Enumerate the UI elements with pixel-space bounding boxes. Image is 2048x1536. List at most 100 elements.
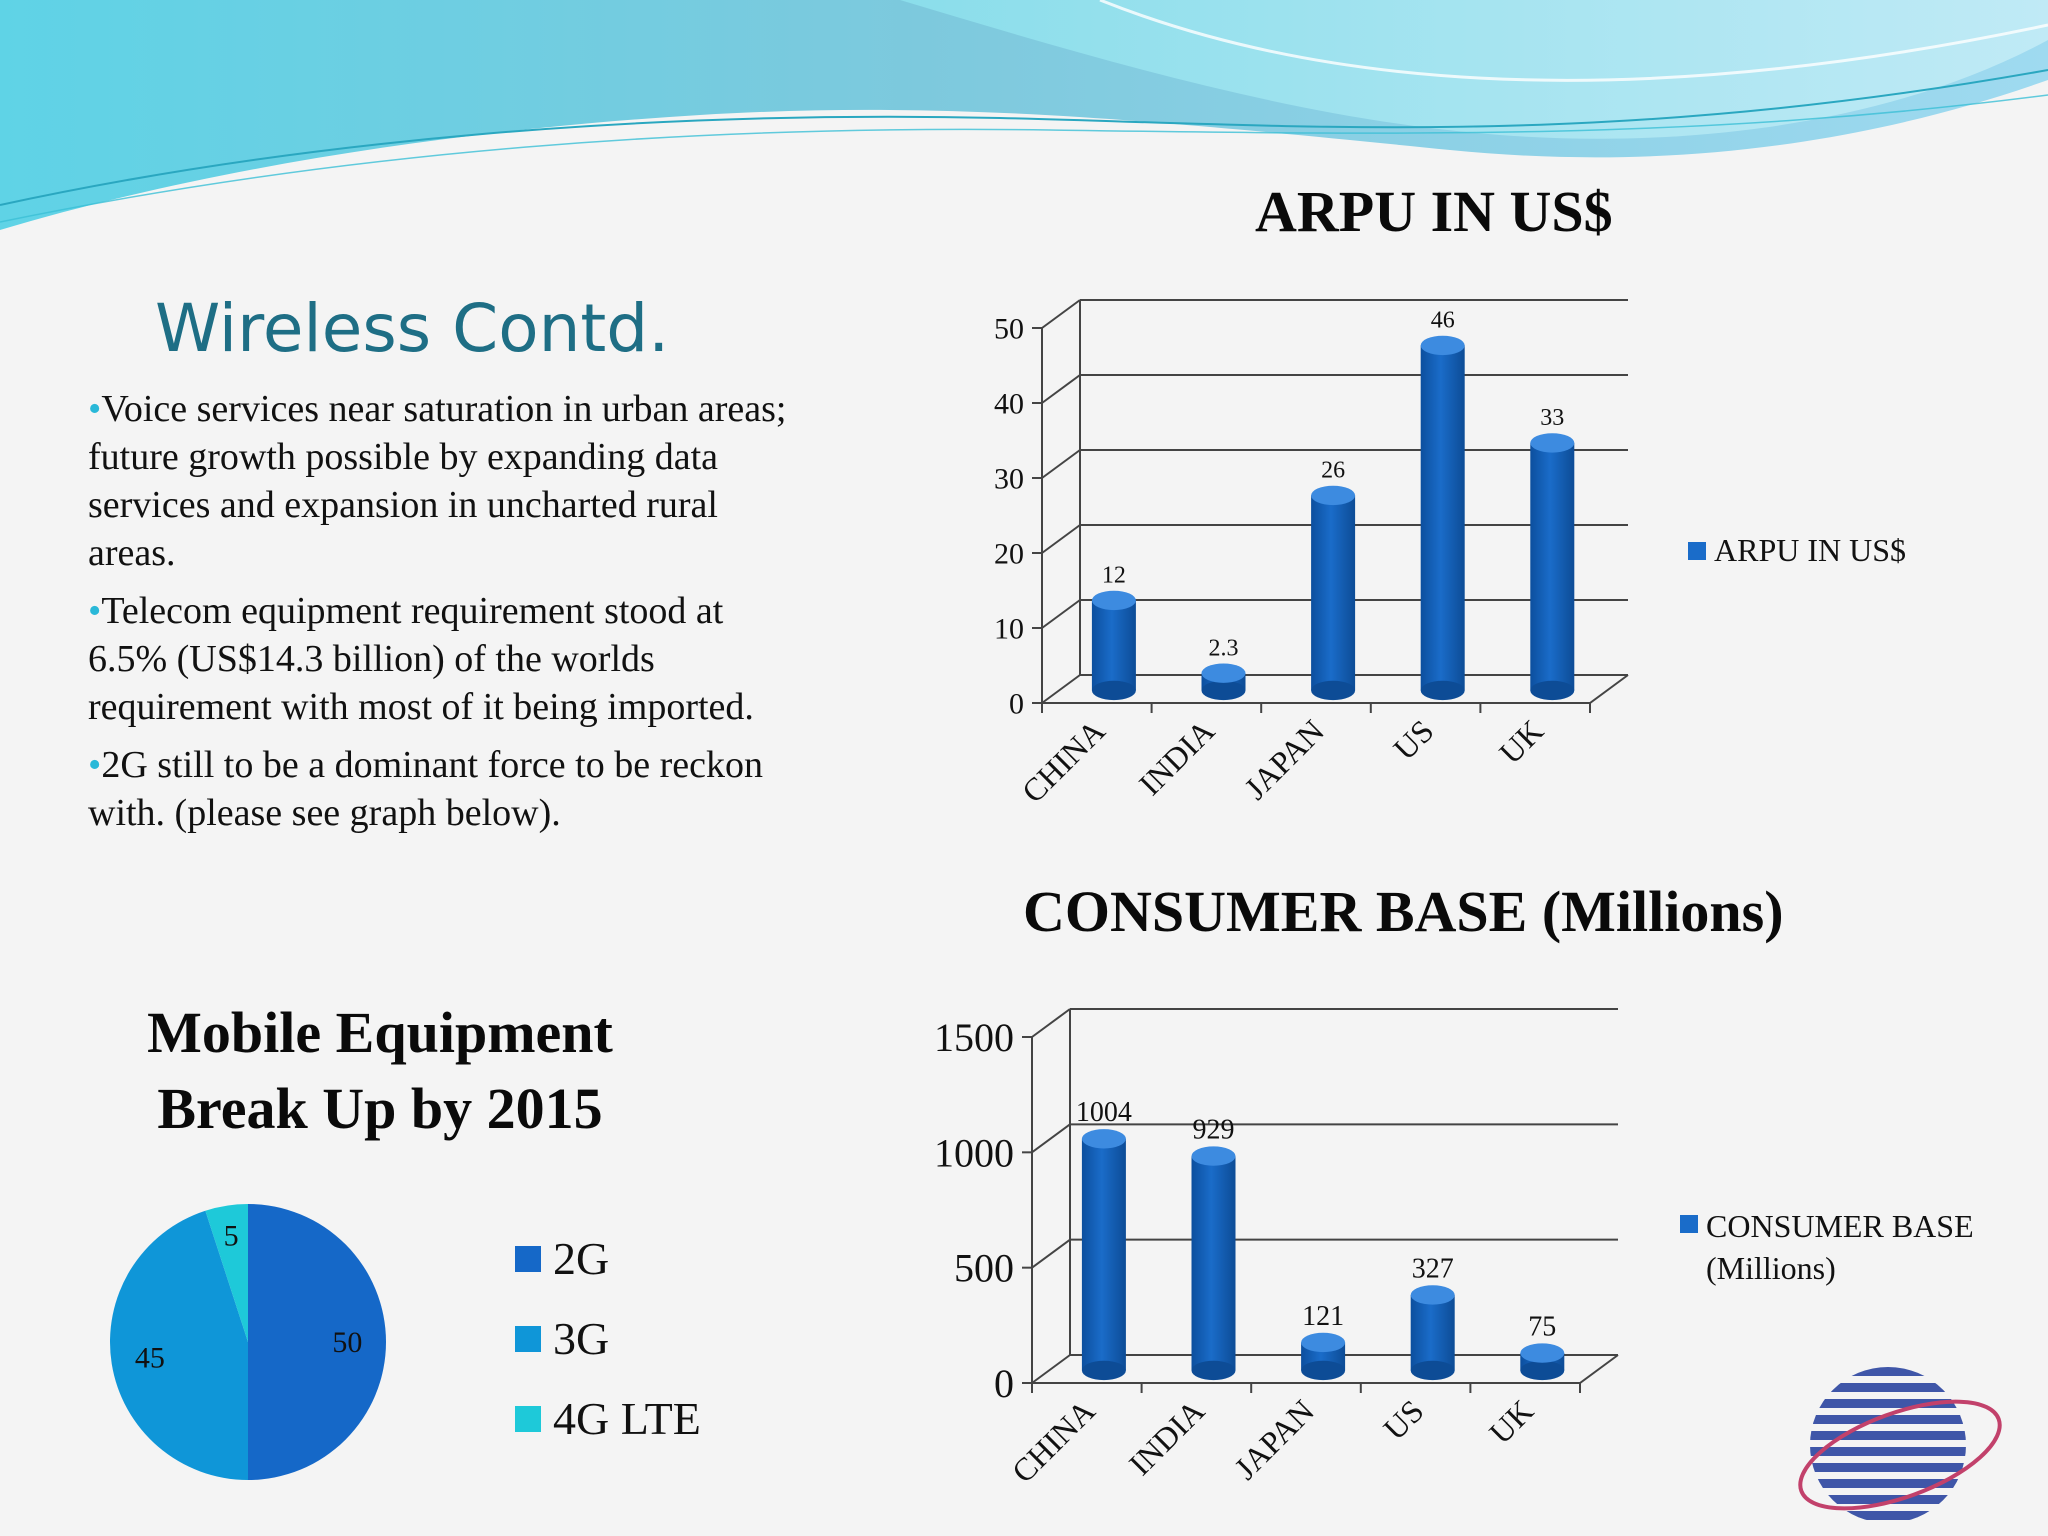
pie-slice-4g-lte: [205, 1204, 248, 1342]
cb-bar: [1410, 1285, 1455, 1381]
bullet-text: Voice services near saturation in urban …: [88, 388, 787, 574]
arpu-data-label: 12: [1102, 563, 1126, 589]
arpu-legend: ARPU IN US$: [1688, 532, 1906, 569]
cb-bar-top: [1081, 1129, 1126, 1149]
pie-legend-item: 2G: [515, 1232, 609, 1285]
arpu-bar-body: [1311, 495, 1356, 691]
bullet-list: •Voice services near saturation in urban…: [88, 385, 808, 847]
arpu-bar: [1311, 485, 1356, 701]
arpu-bar-base: [1530, 680, 1575, 701]
cb-bar: [1301, 1332, 1346, 1381]
pie-slice-2g: [248, 1204, 386, 1480]
arpu-grid-diagonal: [1041, 674, 1081, 704]
arpu-data-label: 26: [1321, 458, 1345, 484]
cb-bar-base: [1301, 1360, 1346, 1381]
cb-grid-diagonal: [1031, 1008, 1071, 1038]
cb-bar-body: [1410, 1294, 1455, 1371]
arpu-ytick-label: 40: [994, 388, 1024, 421]
arpu-ytick-label: 10: [994, 613, 1024, 646]
pie-legend-label: 3G: [553, 1313, 610, 1364]
company-logo: [1798, 1367, 2002, 1520]
bullet-dot: •: [88, 388, 102, 430]
arpu-bar: [1091, 590, 1136, 701]
arpu-bar-top: [1091, 590, 1136, 611]
consumer-base-chart-title: CONSUMER BASE (Millions): [1023, 879, 1784, 944]
arpu-data-label: 2.3: [1209, 635, 1239, 661]
arpu-bar-top: [1420, 335, 1465, 356]
pie-data-label: 45: [135, 1342, 165, 1375]
arpu-grid-diagonal: [1041, 599, 1081, 629]
cb-data-label: 929: [1193, 1114, 1235, 1145]
bullet-dot: •: [88, 590, 102, 632]
arpu-data-label: 33: [1540, 405, 1564, 431]
cb-bar: [1520, 1343, 1565, 1381]
arpu-grid-diagonal: [1041, 299, 1081, 329]
arpu-bar-base: [1311, 680, 1356, 701]
header-wave-decoration: [0, 0, 2048, 230]
cb-data-label: 327: [1412, 1253, 1454, 1284]
pie-legend-item: 3G: [515, 1312, 609, 1365]
pie-data-label: 5: [224, 1220, 239, 1253]
arpu-data-label: 46: [1431, 308, 1455, 334]
arpu-bar-body: [1530, 442, 1575, 691]
cb-grid-diagonal: [1031, 1238, 1071, 1269]
bullet-text: Telecom equipment requirement stood at 6…: [88, 590, 754, 728]
cb-bar-base: [1410, 1360, 1455, 1381]
bullet-dot: •: [88, 744, 102, 786]
consumer-base-legend: CONSUMER BASE (Millions): [1680, 1205, 2006, 1289]
arpu-legend-label: ARPU IN US$: [1714, 532, 1907, 568]
pie-slice-3g: [109, 1210, 248, 1480]
arpu-bar-body: [1420, 345, 1465, 691]
cb-data-label: 75: [1528, 1311, 1556, 1342]
slide-title: Wireless Contd.: [155, 290, 670, 367]
pie-legend-label: 4G LTE: [553, 1393, 701, 1444]
cb-bar-body: [1191, 1156, 1236, 1371]
arpu-bar: [1420, 335, 1465, 701]
arpu-bar-top: [1311, 485, 1356, 506]
pie-legend-swatch: [515, 1245, 541, 1272]
cb-bar-top: [1301, 1332, 1346, 1353]
arpu-bar-base: [1420, 680, 1465, 701]
cb-data-label: 1004: [1076, 1097, 1132, 1128]
cb-bar-top: [1520, 1343, 1565, 1363]
cb-bar-body: [1081, 1138, 1126, 1371]
pie-legend-swatch: [515, 1325, 541, 1352]
cb-bar-top: [1410, 1285, 1455, 1305]
cb-bar-base: [1081, 1360, 1126, 1381]
cb-ytick-label: 1000: [934, 1130, 1014, 1175]
pie-data-label: 50: [332, 1326, 362, 1359]
cb-data-label: 121: [1302, 1301, 1344, 1332]
bullet-item: •2G still to be a dominant force to be r…: [88, 741, 808, 837]
pie-legend-item: 4G LTE: [515, 1392, 701, 1445]
cb-bar-base: [1191, 1360, 1236, 1381]
cb-bar-base: [1520, 1360, 1565, 1381]
cb-bar: [1081, 1129, 1126, 1381]
pie-legend-label: 2G: [553, 1233, 610, 1284]
arpu-bar-top: [1530, 433, 1575, 453]
consumer-base-legend-swatch: [1680, 1215, 1698, 1233]
cb-ytick-label: 1500: [934, 1015, 1014, 1060]
arpu-grid-diagonal: [1041, 524, 1081, 554]
bullet-text: 2G still to be a dominant force to be re…: [88, 744, 763, 834]
arpu-bar-base: [1091, 680, 1136, 701]
arpu-grid-diagonal: [1041, 374, 1081, 404]
pie-legend-swatch: [515, 1405, 541, 1432]
cb-grid-diagonal: [1031, 1354, 1071, 1384]
arpu-bar-base: [1201, 680, 1246, 701]
arpu-ytick-label: 20: [994, 538, 1024, 571]
arpu-ytick-label: 30: [994, 463, 1024, 496]
cb-ytick-label: 500: [954, 1246, 1014, 1291]
cb-bar: [1191, 1146, 1236, 1381]
cb-grid-diagonal: [1031, 1123, 1071, 1154]
arpu-bar-top: [1201, 663, 1246, 683]
arpu-ytick-label: 0: [1009, 688, 1024, 721]
arpu-grid-diagonal: [1041, 449, 1081, 479]
bullet-item: •Voice services near saturation in urban…: [88, 385, 808, 577]
cb-ytick-label: 0: [994, 1361, 1014, 1406]
arpu-bar: [1201, 663, 1246, 701]
cb-bar-top: [1191, 1146, 1236, 1166]
